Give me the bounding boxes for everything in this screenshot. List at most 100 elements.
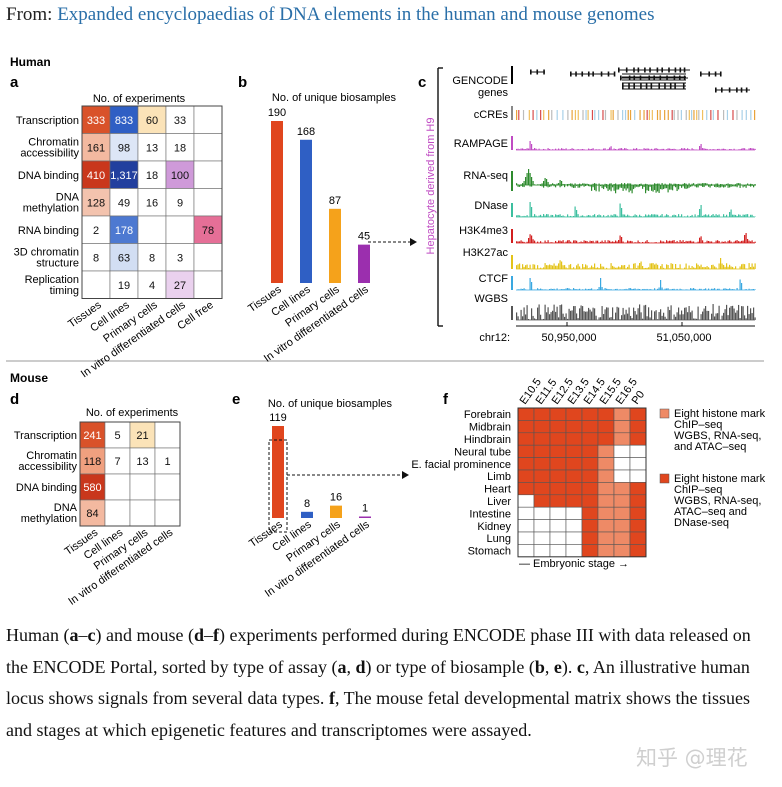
panel-f-cell bbox=[517, 544, 535, 558]
panel-a-row-label: structure bbox=[36, 257, 79, 269]
panel-a-cell bbox=[193, 243, 223, 272]
panel-a-cell-value: 3 bbox=[177, 252, 183, 264]
panel-a-cell bbox=[109, 105, 139, 134]
panel-f-cell bbox=[533, 506, 551, 520]
panel-f-legend-text: ATAC–seq and bbox=[674, 506, 747, 518]
panel-a-cell-value: 33 bbox=[174, 115, 186, 127]
panel-f-legend-text: and ATAC–seq bbox=[674, 441, 746, 453]
panel-f-cell bbox=[613, 407, 631, 421]
panel-d-cell-value: 1 bbox=[164, 456, 170, 468]
panel-a-cell-value: 1,317 bbox=[110, 170, 138, 182]
panel-f-cell bbox=[629, 444, 647, 458]
panel-f-cell bbox=[565, 469, 583, 483]
panel-a-cell bbox=[137, 188, 167, 217]
panel-f-cell bbox=[549, 457, 567, 471]
panel-f-cell bbox=[629, 457, 647, 471]
panel-f-cell bbox=[549, 531, 567, 545]
panel-f-cell bbox=[565, 444, 583, 458]
panel-f-cell bbox=[613, 432, 631, 446]
panel-f-cell bbox=[629, 531, 647, 545]
panel-d-cell bbox=[79, 499, 106, 527]
panel-f-cell bbox=[565, 432, 583, 446]
panel-f-cell bbox=[549, 494, 567, 508]
panel-a-cell-value: 9 bbox=[177, 197, 183, 209]
panel-f-cell bbox=[533, 531, 551, 545]
panel-f-cell bbox=[629, 506, 647, 520]
panel-d-cell bbox=[129, 447, 156, 475]
panel-d-cell bbox=[154, 447, 181, 475]
panel-d-cell bbox=[154, 421, 181, 449]
panel-a-cell-value: 60 bbox=[146, 115, 158, 127]
panel-f-cell bbox=[613, 544, 631, 558]
panel-a-cell-value: 4 bbox=[149, 280, 155, 292]
panel-a-row-label: accessibility bbox=[20, 147, 79, 159]
panel-f-cell bbox=[597, 407, 615, 421]
panel-a-row-label: methylation bbox=[23, 202, 79, 214]
panel-f-cell bbox=[629, 482, 647, 496]
panel-d-cell-value: 241 bbox=[83, 430, 101, 442]
panel-a-cell bbox=[137, 215, 167, 244]
panel-f-cell bbox=[533, 494, 551, 508]
panel-d-row-label: Chromatin bbox=[26, 450, 77, 462]
panel-f-cell bbox=[581, 432, 599, 446]
panel-d-cell bbox=[104, 473, 131, 501]
panel-f-cell bbox=[517, 407, 535, 421]
panel-f-legend-text: Eight histone mark bbox=[674, 408, 766, 420]
panel-f-cell bbox=[565, 482, 583, 496]
panel-a-cell bbox=[81, 270, 111, 299]
panel-f-cell bbox=[565, 531, 583, 545]
panel-d-cell bbox=[129, 473, 156, 501]
panel-f-cell bbox=[581, 494, 599, 508]
panel-f-cell bbox=[597, 432, 615, 446]
panel-b-title: No. of unique biosamples bbox=[272, 92, 397, 104]
panel-c-side-label: Hepatocyte derived from H9 bbox=[425, 118, 437, 255]
panel-d-row-label: DNA binding bbox=[16, 482, 77, 494]
panel-f-cell bbox=[597, 457, 615, 471]
panel-d-cell-value: 13 bbox=[136, 456, 148, 468]
panel-f-tissue-label: Neural tube bbox=[454, 446, 511, 458]
panel-b-value-label: 45 bbox=[358, 231, 370, 243]
panel-c-signal-track bbox=[516, 202, 756, 218]
panel-f-cell bbox=[629, 544, 647, 558]
panel-f-cell bbox=[517, 494, 535, 508]
panel-f-cell bbox=[565, 519, 583, 533]
zhihu-watermark: 知乎 @理花 bbox=[636, 746, 748, 770]
panel-b-bar bbox=[300, 139, 312, 283]
panel-e-bar bbox=[330, 505, 342, 518]
panel-a-cell-value: 63 bbox=[118, 252, 130, 264]
panel-c-axis-label: chr12: bbox=[479, 332, 510, 344]
panel-f-cell bbox=[613, 494, 631, 508]
panel-c-track-label: H3K27ac bbox=[463, 247, 509, 259]
panel-a-cell bbox=[193, 105, 223, 134]
panel-a-cell bbox=[193, 133, 223, 162]
panel-f-cell bbox=[549, 432, 567, 446]
panel-c-ccre-track bbox=[516, 110, 756, 120]
panel-b-bar bbox=[271, 121, 283, 283]
panel-a-cell-value: 161 bbox=[87, 142, 105, 154]
panel-f-axis-label: — Embryonic stage → bbox=[519, 558, 629, 570]
panel-f-cell bbox=[613, 457, 631, 471]
panel-f-legend-text: WGBS, RNA-seq, bbox=[674, 495, 761, 507]
panel-f-cell bbox=[549, 469, 567, 483]
section-mouse-label: Mouse bbox=[10, 371, 48, 385]
panel-d-row-label: DNA bbox=[54, 502, 78, 514]
panel-f-cell bbox=[597, 494, 615, 508]
article-link[interactable]: Expanded encyclopaedias of DNA elements … bbox=[57, 4, 655, 25]
panel-f-cell bbox=[581, 420, 599, 434]
connector-b-c-arrow bbox=[410, 238, 417, 246]
panel-d-cell-value: 580 bbox=[83, 482, 101, 494]
panel-a-cell bbox=[109, 188, 139, 217]
panel-f-legend-text: ChIP–seq bbox=[674, 419, 722, 431]
panel-f-cell bbox=[597, 506, 615, 520]
panel-a-cell-value: 8 bbox=[149, 252, 155, 264]
panel-f-cell bbox=[517, 420, 535, 434]
panel-f-tissue-label: Heart bbox=[484, 484, 511, 496]
panel-c-signal-track bbox=[516, 278, 756, 291]
panel-c-track-label: GENCODE bbox=[452, 75, 508, 87]
panel-a-row-label: timing bbox=[50, 285, 79, 297]
panel-f-cell bbox=[549, 506, 567, 520]
panel-a-cell-value: 18 bbox=[174, 142, 186, 154]
